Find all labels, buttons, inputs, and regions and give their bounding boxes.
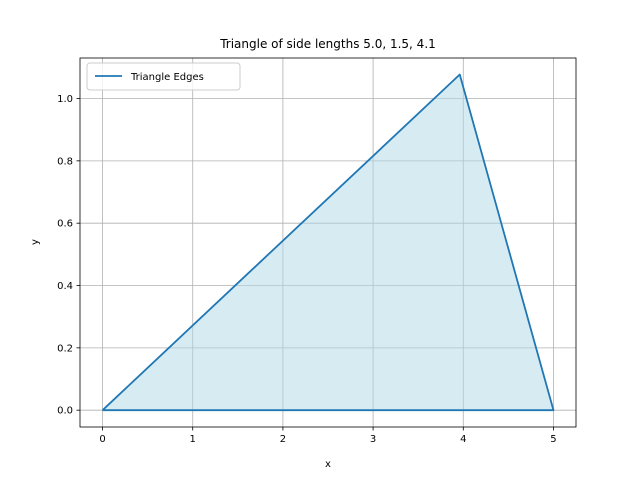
triangle-fill <box>102 74 554 411</box>
ticks: 0 1 2 3 4 5 0.0 0.2 0.4 0.6 0.8 1.0 <box>57 94 557 445</box>
y-axis-label: y <box>30 239 41 245</box>
x-tick-label: 3 <box>370 434 376 445</box>
x-tick-label: 0 <box>99 434 105 445</box>
x-tick-label: 4 <box>460 434 466 445</box>
legend-label: Triangle Edges <box>130 72 204 83</box>
legend: Triangle Edges <box>86 62 241 91</box>
x-tick-label: 2 <box>280 434 286 445</box>
x-tick-label: 1 <box>190 434 196 445</box>
triangle-edges-line <box>101 73 555 412</box>
y-tick-label: 0.6 <box>57 219 73 230</box>
y-tick-label: 0.8 <box>57 156 73 167</box>
x-tick-label: 5 <box>550 434 556 445</box>
series-layer <box>101 73 555 412</box>
chart-title: Triangle of side lengths 5.0, 1.5, 4.1 <box>219 37 436 51</box>
plot-frame <box>79 57 577 428</box>
legend-box <box>86 62 241 91</box>
y-tick-label: 0.0 <box>57 406 73 417</box>
y-tick-label: 0.2 <box>57 343 73 354</box>
y-tick-label: 1.0 <box>57 94 73 105</box>
y-tick-label: 0.4 <box>57 281 73 292</box>
triangle-fill-layer <box>102 74 554 411</box>
x-axis-label: x <box>325 459 331 470</box>
axes <box>79 57 577 428</box>
